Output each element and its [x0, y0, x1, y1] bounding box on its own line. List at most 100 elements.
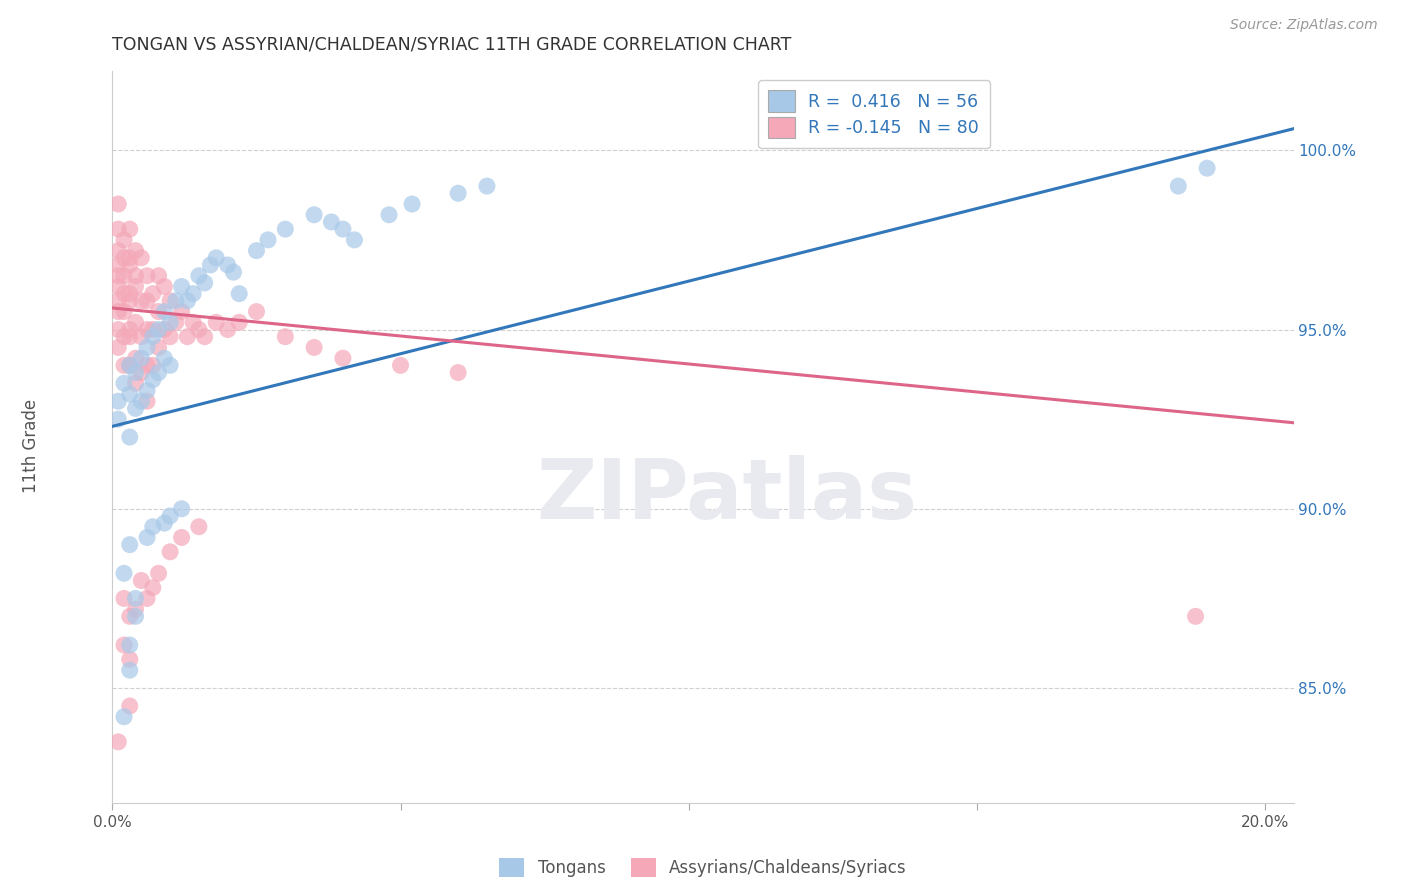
Point [107, 341, 129, 355]
Point [136, 268, 159, 283]
Point [124, 602, 146, 616]
Point [118, 430, 141, 444]
Point [118, 538, 141, 552]
Point [118, 286, 141, 301]
Point [159, 329, 181, 343]
Point [181, 286, 204, 301]
Point [124, 244, 146, 258]
Point [332, 222, 354, 236]
Point [124, 268, 146, 283]
Point [447, 366, 470, 380]
Point [124, 315, 146, 329]
Point [107, 394, 129, 409]
Point [274, 329, 297, 343]
Point [222, 265, 245, 279]
Point [148, 366, 170, 380]
Point [401, 197, 423, 211]
Point [170, 501, 193, 516]
Point [475, 179, 498, 194]
Point [118, 222, 141, 236]
Point [112, 591, 135, 606]
Legend: Tongans, Assyrians/Chaldeans/Syriacs: Tongans, Assyrians/Chaldeans/Syriacs [492, 851, 914, 884]
Point [181, 315, 204, 329]
Point [200, 258, 222, 272]
Point [107, 412, 129, 426]
Point [118, 698, 141, 713]
Point [118, 293, 141, 308]
Point [112, 329, 135, 343]
Point [153, 304, 176, 318]
Point [205, 251, 228, 265]
Point [142, 286, 165, 301]
Point [217, 258, 239, 272]
Point [187, 268, 209, 283]
Point [142, 329, 165, 343]
Point [107, 735, 129, 749]
Point [245, 304, 267, 318]
Point [118, 359, 141, 373]
Point [170, 304, 193, 318]
Point [447, 186, 470, 201]
Point [112, 286, 135, 301]
Point [194, 276, 217, 290]
Point [176, 329, 198, 343]
Point [332, 351, 354, 366]
Point [1167, 179, 1189, 194]
Point [129, 251, 152, 265]
Point [112, 710, 135, 724]
Text: TONGAN VS ASSYRIAN/CHALDEAN/SYRIAC 11TH GRADE CORRELATION CHART: TONGAN VS ASSYRIAN/CHALDEAN/SYRIAC 11TH … [112, 36, 792, 54]
Point [124, 591, 146, 606]
Point [228, 286, 250, 301]
Point [148, 322, 170, 336]
Point [148, 304, 170, 318]
Point [107, 222, 129, 236]
Point [148, 268, 170, 283]
Point [153, 279, 176, 293]
Point [136, 394, 159, 409]
Point [165, 315, 187, 329]
Point [142, 373, 165, 387]
Point [112, 376, 135, 391]
Point [245, 244, 267, 258]
Point [389, 359, 412, 373]
Point [107, 279, 129, 293]
Point [112, 359, 135, 373]
Point [129, 329, 152, 343]
Point [107, 258, 129, 272]
Point [1184, 609, 1206, 624]
Text: Source: ZipAtlas.com: Source: ZipAtlas.com [1230, 18, 1378, 32]
Point [142, 322, 165, 336]
Point [107, 197, 129, 211]
Point [124, 351, 146, 366]
Point [112, 304, 135, 318]
Point [136, 322, 159, 336]
Point [187, 322, 209, 336]
Point [118, 322, 141, 336]
Text: ZIPatlas: ZIPatlas [536, 455, 917, 536]
Point [118, 359, 141, 373]
Point [136, 384, 159, 398]
Point [118, 329, 141, 343]
Point [142, 359, 165, 373]
Text: 11th Grade: 11th Grade [22, 399, 39, 493]
Point [112, 638, 135, 652]
Point [118, 663, 141, 677]
Point [129, 366, 152, 380]
Point [136, 359, 159, 373]
Point [187, 519, 209, 533]
Point [257, 233, 280, 247]
Point [321, 215, 343, 229]
Point [136, 341, 159, 355]
Point [159, 508, 181, 523]
Point [118, 251, 141, 265]
Point [148, 566, 170, 581]
Point [153, 516, 176, 530]
Point [124, 279, 146, 293]
Legend: R =  0.416   N = 56, R = -0.145   N = 80: R = 0.416 N = 56, R = -0.145 N = 80 [758, 80, 990, 148]
Point [129, 574, 152, 588]
Point [124, 609, 146, 624]
Point [136, 293, 159, 308]
Point [217, 322, 239, 336]
Point [159, 293, 181, 308]
Point [148, 341, 170, 355]
